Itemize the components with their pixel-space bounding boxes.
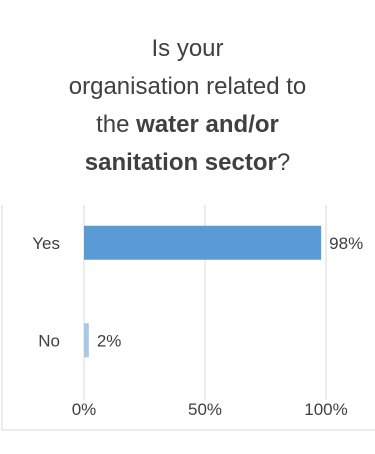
category-label: Yes: [32, 234, 60, 253]
chart-title-segment: organisation related to: [68, 73, 307, 100]
data-label: 98%: [329, 234, 363, 253]
category-label: No: [38, 331, 60, 350]
chart-title-segment: Is your: [151, 35, 224, 62]
chart-title-line: the water and/or: [0, 106, 375, 144]
x-tick-label: 100%: [304, 400, 347, 419]
chart-title-segment: water and/or: [136, 111, 279, 138]
chart-title-line: Is your: [0, 30, 375, 68]
chart-title-segment: ?: [276, 149, 291, 176]
bar-yes: [84, 225, 322, 260]
x-tick-label: 50%: [188, 400, 222, 419]
chart-title-line: sanitation sector?: [0, 144, 375, 182]
chart-title-segment: sanitation sector: [84, 149, 277, 176]
chart-title-line: organisation related to: [0, 68, 375, 106]
x-tick-label: 0%: [72, 400, 97, 419]
chart-title-segment: the: [96, 111, 137, 138]
chart-title: Is your organisation related to the water …: [0, 30, 375, 182]
data-label: 2%: [97, 331, 122, 350]
bar-no: [84, 323, 89, 358]
